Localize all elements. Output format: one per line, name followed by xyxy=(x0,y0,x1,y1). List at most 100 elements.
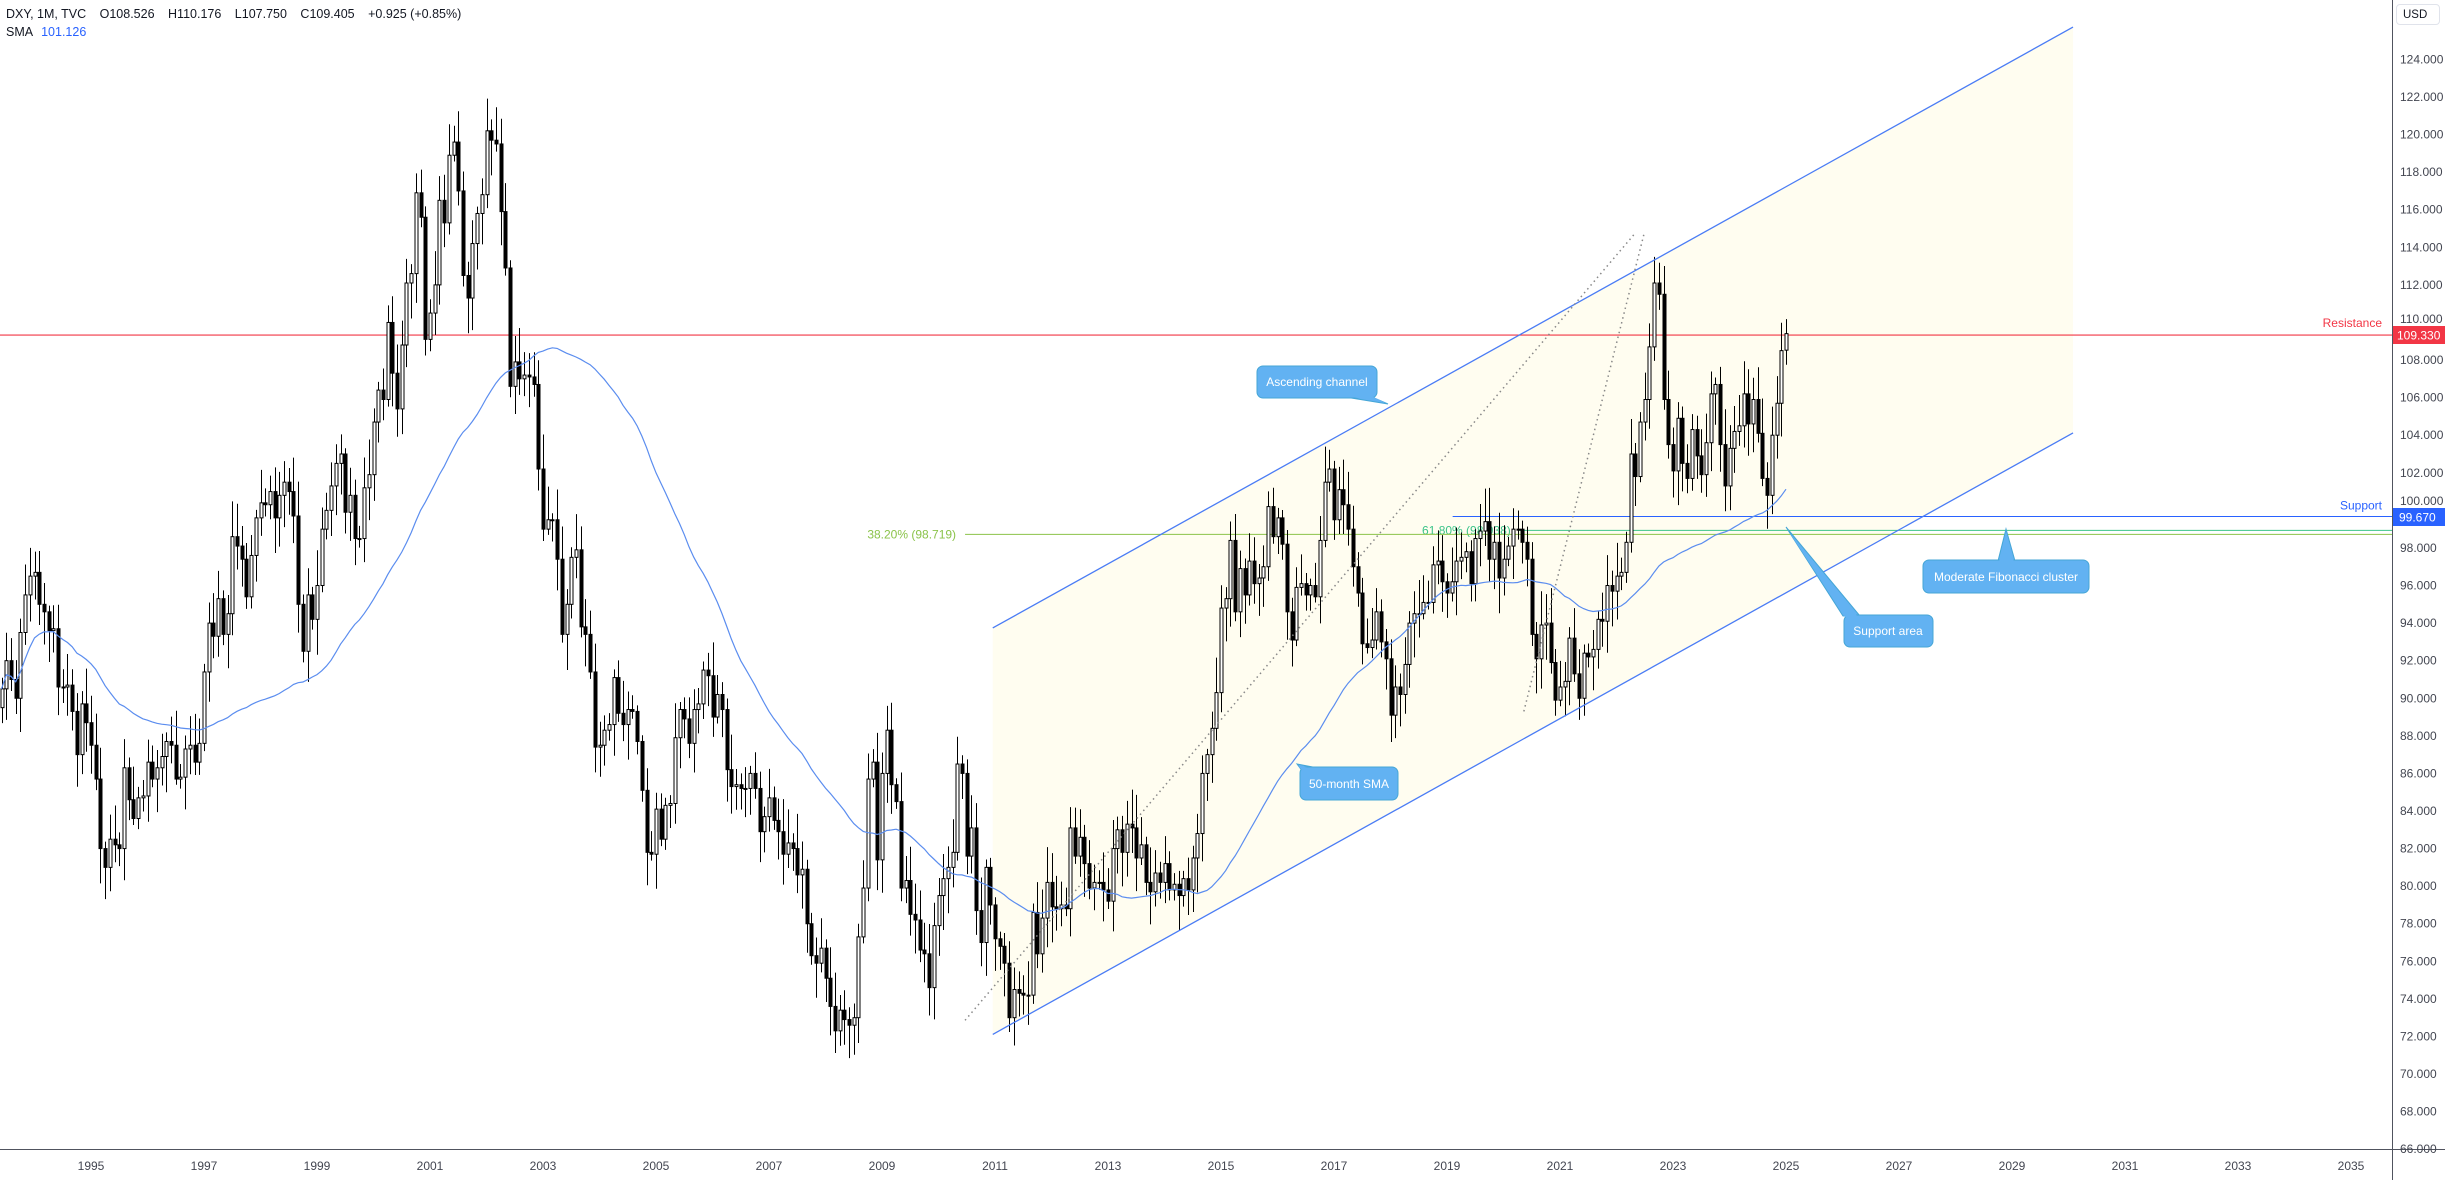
candle[interactable] xyxy=(433,251,438,335)
candle[interactable] xyxy=(1045,847,1050,948)
candle[interactable] xyxy=(725,698,730,802)
candle[interactable] xyxy=(1261,545,1266,607)
candle[interactable] xyxy=(1511,508,1516,579)
candle[interactable] xyxy=(1610,570,1615,627)
candle[interactable] xyxy=(800,841,805,909)
candle[interactable] xyxy=(1638,412,1643,483)
candle[interactable] xyxy=(381,368,386,421)
candle[interactable] xyxy=(164,732,169,793)
candle[interactable] xyxy=(1502,525,1507,596)
candle[interactable] xyxy=(221,590,226,646)
candle[interactable] xyxy=(461,171,466,287)
candle[interactable] xyxy=(160,733,165,786)
candle[interactable] xyxy=(146,739,151,822)
candle[interactable] xyxy=(565,589,570,671)
candle[interactable] xyxy=(1539,591,1544,689)
candle[interactable] xyxy=(824,939,829,1003)
candle[interactable] xyxy=(1567,627,1572,706)
candle[interactable] xyxy=(805,859,810,953)
candle[interactable] xyxy=(899,772,904,902)
candle[interactable] xyxy=(1629,418,1634,553)
candle[interactable] xyxy=(216,570,221,657)
candle[interactable] xyxy=(277,471,282,547)
candle[interactable] xyxy=(353,479,358,566)
candle[interactable] xyxy=(984,859,989,976)
candle[interactable] xyxy=(301,594,306,663)
candle[interactable] xyxy=(423,206,428,356)
candle[interactable] xyxy=(235,503,240,570)
candle[interactable] xyxy=(1346,471,1351,546)
candle[interactable] xyxy=(1106,868,1111,909)
candle[interactable] xyxy=(880,752,885,893)
candle[interactable] xyxy=(1478,504,1483,567)
candle[interactable] xyxy=(532,352,537,397)
candle[interactable] xyxy=(1445,573,1450,618)
candle[interactable] xyxy=(1021,975,1026,1015)
candle[interactable] xyxy=(866,753,871,902)
candle[interactable] xyxy=(263,488,268,517)
candle[interactable] xyxy=(51,605,56,653)
candle[interactable] xyxy=(1487,487,1492,582)
candle[interactable] xyxy=(776,798,781,860)
candle[interactable] xyxy=(941,853,946,931)
candle[interactable] xyxy=(1214,657,1219,741)
candle[interactable] xyxy=(1243,558,1248,624)
candle[interactable] xyxy=(767,768,772,832)
candle[interactable] xyxy=(527,353,532,408)
candle[interactable] xyxy=(1534,622,1539,694)
candle[interactable] xyxy=(979,877,984,967)
candle[interactable] xyxy=(343,448,348,534)
candle[interactable] xyxy=(348,467,353,541)
candle[interactable] xyxy=(414,173,419,303)
candle[interactable] xyxy=(1002,933,1007,997)
candle[interactable] xyxy=(1393,665,1398,739)
candle[interactable] xyxy=(1125,800,1130,877)
candle[interactable] xyxy=(1572,608,1577,682)
candle[interactable] xyxy=(254,509,259,582)
candle[interactable] xyxy=(1097,870,1102,890)
candle[interactable] xyxy=(1497,512,1502,614)
candle[interactable] xyxy=(598,721,603,777)
candle[interactable] xyxy=(852,1003,857,1055)
candle[interactable] xyxy=(1709,371,1714,472)
candle[interactable] xyxy=(1304,573,1309,611)
candle[interactable] xyxy=(37,550,42,625)
candle[interactable] xyxy=(640,735,645,802)
candle[interactable] xyxy=(1676,402,1681,506)
candle[interactable] xyxy=(1318,515,1323,624)
candle[interactable] xyxy=(18,618,23,732)
candle[interactable] xyxy=(795,813,800,894)
candle[interactable] xyxy=(42,582,47,645)
candle[interactable] xyxy=(1459,532,1464,580)
candle[interactable] xyxy=(230,501,235,636)
candle[interactable] xyxy=(1492,526,1497,590)
candle[interactable] xyxy=(955,736,960,861)
candle[interactable] xyxy=(1257,564,1262,616)
candle[interactable] xyxy=(1163,836,1168,904)
candle[interactable] xyxy=(150,745,155,788)
candle[interactable] xyxy=(1699,429,1704,493)
candle[interactable] xyxy=(89,695,94,774)
candle[interactable] xyxy=(452,125,457,162)
candle[interactable] xyxy=(616,660,621,722)
candle[interactable] xyxy=(178,764,183,789)
candle[interactable] xyxy=(1040,889,1045,973)
candle[interactable] xyxy=(1530,542,1535,646)
candle[interactable] xyxy=(635,705,640,755)
candle[interactable] xyxy=(1111,819,1116,932)
candle[interactable] xyxy=(871,749,876,788)
candle[interactable] xyxy=(772,786,777,830)
candle[interactable] xyxy=(310,586,315,630)
candle[interactable] xyxy=(1746,369,1751,456)
candle[interactable] xyxy=(1765,462,1770,529)
candle[interactable] xyxy=(583,599,588,667)
candle[interactable] xyxy=(607,713,612,741)
candle[interactable] xyxy=(329,462,334,537)
candle[interactable] xyxy=(1374,588,1379,650)
candle[interactable] xyxy=(136,786,141,830)
candle[interactable] xyxy=(1341,459,1346,534)
candle[interactable] xyxy=(1017,971,1022,1017)
candle[interactable] xyxy=(494,107,499,152)
candle[interactable] xyxy=(1680,406,1685,492)
